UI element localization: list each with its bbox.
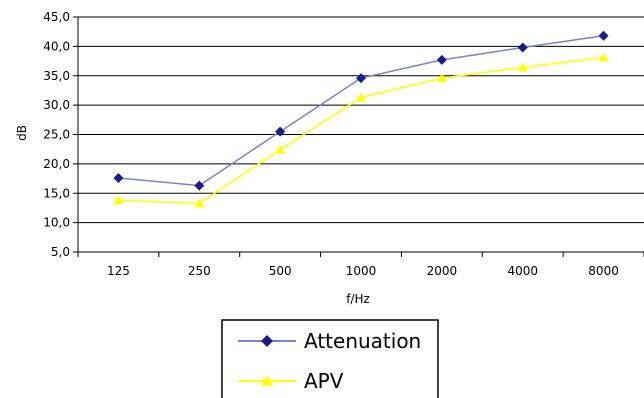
- legend-marker: [261, 375, 273, 386]
- data-point-apv: [194, 198, 205, 208]
- legend-item-attenuation: Attenuation: [238, 329, 421, 353]
- legend-marker: [261, 335, 273, 347]
- x-tick-labels: 125 250 500 1000 2000 4000 8000: [107, 264, 619, 278]
- series-apv: [113, 52, 609, 208]
- legend-box: [221, 319, 439, 398]
- data-point-attenuation: [517, 42, 528, 53]
- grid-lines: [73, 16, 644, 257]
- legend: Attenuation APV: [221, 319, 439, 398]
- series-attenuation: [113, 30, 609, 191]
- y-tick-label: 15,0: [43, 186, 70, 200]
- data-point-attenuation: [598, 30, 609, 41]
- plot-area: [113, 30, 609, 208]
- x-tick-label: 8000: [588, 264, 619, 278]
- data-point-apv: [275, 144, 286, 154]
- data-point-attenuation: [194, 180, 205, 191]
- y-tick-label: 10,0: [43, 216, 70, 230]
- data-point-apv: [356, 92, 366, 102]
- y-tick-label: 25,0: [43, 128, 70, 142]
- legend-item-apv: APV: [238, 369, 344, 393]
- y-tick-label: 30,0: [43, 98, 70, 112]
- data-point-attenuation: [436, 54, 447, 65]
- x-tick-label: 500: [269, 264, 292, 278]
- series-line-attenuation: [118, 35, 604, 187]
- data-point-apv: [436, 73, 447, 83]
- y-tick-label: 20,0: [43, 157, 70, 171]
- data-point-apv: [517, 62, 528, 72]
- x-tick-label: 250: [188, 264, 211, 278]
- y-tick-label: 40,0: [43, 39, 70, 53]
- x-axis-label: f/Hz: [346, 292, 370, 306]
- data-point-attenuation: [113, 172, 124, 183]
- y-tick-label: 5,0: [51, 245, 70, 259]
- y-tick-labels: 5,0 10,0 15,0 20,0 25,0 30,0 35,0 40,0 45,0: [43, 10, 70, 259]
- x-tick-label: 4000: [507, 264, 538, 278]
- x-tick-label: 125: [107, 264, 130, 278]
- y-tick-label: 35,0: [43, 69, 70, 83]
- y-tick-label: 45,0: [43, 10, 70, 24]
- data-point-attenuation: [275, 126, 286, 137]
- x-tick-label: 1000: [346, 264, 377, 278]
- x-tick-label: 2000: [427, 264, 458, 278]
- data-point-apv: [113, 195, 124, 205]
- legend-label: APV: [304, 369, 344, 393]
- data-point-attenuation: [356, 73, 366, 84]
- legend-label: Attenuation: [304, 329, 421, 353]
- y-axis-label: dB: [15, 125, 29, 141]
- data-point-apv: [598, 52, 609, 62]
